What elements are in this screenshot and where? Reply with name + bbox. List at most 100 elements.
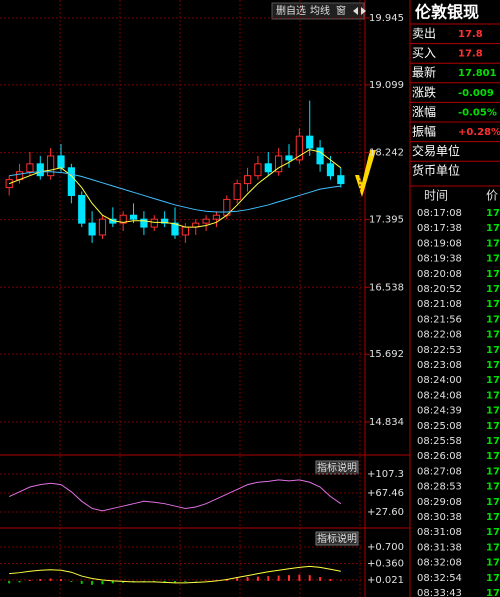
tick-time: 08:32:08 [417, 558, 462, 569]
indicator-line [9, 565, 341, 584]
tick-time: 08:24:08 [417, 390, 462, 401]
tick-price: 17.8 [486, 406, 500, 417]
tick-price: 17.8 [486, 375, 500, 386]
tick-price: 17.8 [486, 238, 500, 249]
tick-price: 17.8 [486, 299, 500, 310]
candle-body [88, 222, 96, 236]
tick-time: 08:31:08 [417, 527, 462, 538]
quote-label: 振幅 [412, 124, 436, 139]
tick-price: 17.8 [486, 512, 500, 523]
tick-time: 08:20:08 [417, 269, 462, 280]
candle-body [171, 222, 179, 236]
indicator-button-label[interactable]: 指标说明 [317, 532, 357, 545]
quote-label: 涨跌 [412, 84, 436, 99]
quote-value: +0.28% [458, 127, 500, 138]
toolbar-button[interactable]: 删自选 [276, 4, 306, 17]
tick-time: 08:31:38 [417, 542, 462, 553]
list-header: 时间 [424, 189, 448, 203]
tick-price: 17.8 [486, 588, 500, 597]
tick-time: 08:22:08 [417, 330, 462, 341]
quote-label: 卖出 [412, 27, 436, 41]
y-tick-label: 19.099 [369, 80, 404, 91]
tick-price: 17.8 [486, 269, 500, 280]
tick-price: 17.8 [486, 314, 500, 325]
tick-time: 08:25:58 [417, 436, 462, 447]
tick-price: 17.8 [486, 360, 500, 371]
indicator-line [8, 479, 342, 512]
quote-label: 交易单位 [412, 143, 460, 158]
tick-price: 17.8 [486, 284, 500, 295]
y-tick-label: 19.945 [369, 13, 404, 24]
tick-price: 17.8 [486, 542, 500, 553]
quote-value: -0.009 [458, 88, 494, 99]
candle-body [316, 147, 324, 165]
candle-body [98, 218, 107, 236]
toolbar-button[interactable]: 窗 [336, 4, 346, 17]
tick-time: 08:19:08 [417, 238, 462, 249]
tick-price: 17.8 [486, 254, 500, 265]
candle-body [202, 218, 210, 224]
tick-time: 08:19:38 [417, 254, 462, 265]
tick-time: 08:27:08 [417, 466, 462, 477]
candle-body [306, 135, 314, 149]
tick-price: 17.8 [486, 573, 500, 584]
tick-price: 17.8 [486, 497, 500, 508]
tick-time: 08:23:08 [417, 360, 462, 371]
candle-body [337, 175, 345, 185]
tick-price: 17.8 [486, 421, 500, 432]
tick-price: 17.8 [486, 558, 500, 569]
moving-average [9, 149, 342, 228]
quote-label: 买入 [412, 46, 436, 60]
tick-time: 08:26:08 [417, 451, 462, 462]
tick-time: 08:24:00 [417, 375, 462, 386]
candle-body [47, 155, 55, 177]
tick-price: 17.8 [486, 436, 500, 447]
y-tick-label: +27.60 [367, 507, 404, 518]
candle-body [5, 179, 13, 189]
indicator-button-label[interactable]: 指标说明 [317, 461, 357, 474]
candle-body [36, 163, 44, 177]
toolbar-button[interactable]: 均线 [310, 4, 330, 17]
list-header: 价 [486, 189, 498, 203]
tick-time: 08:20:52 [417, 284, 462, 295]
tick-time: 08:17:38 [417, 223, 462, 234]
candle-body [150, 218, 158, 228]
y-tick-label: +0.700 [367, 542, 404, 553]
quote-label: 涨幅 [412, 104, 436, 119]
tick-time: 08:17:08 [417, 208, 462, 219]
candle-body [295, 135, 303, 161]
tick-time: 08:21:56 [417, 314, 462, 325]
tick-time: 08:28:53 [417, 482, 462, 493]
tick-time: 08:32:54 [417, 573, 462, 584]
candle-body [326, 163, 335, 177]
tick-time: 08:29:08 [417, 497, 462, 508]
candle-body [26, 163, 34, 173]
tick-price: 17.8 [486, 527, 500, 538]
indicator-button[interactable] [315, 531, 359, 546]
quote-label: 货币单位 [412, 163, 460, 178]
y-tick-label: 17.395 [369, 215, 404, 226]
candle-body [140, 218, 148, 228]
tick-price: 17.8 [486, 208, 500, 219]
candle-body [275, 155, 283, 173]
y-tick-label: +67.46 [367, 488, 404, 499]
tick-price: 17.8 [486, 345, 500, 356]
y-tick-label: +0.021 [367, 575, 404, 586]
candle-body [161, 218, 169, 224]
tick-price: 17.8 [486, 466, 500, 477]
tick-time: 08:33:43 [417, 588, 462, 597]
y-tick-label: 14.834 [369, 417, 404, 428]
tick-time: 08:25:08 [417, 421, 462, 432]
y-tick-label: +0.360 [367, 558, 404, 569]
candle-body [243, 175, 252, 185]
candle-body [233, 183, 241, 200]
y-tick-label: 15.692 [369, 349, 404, 360]
nav-arrows[interactable] [353, 7, 366, 15]
candle-body [57, 155, 65, 169]
y-tick-label: +107.3 [367, 469, 404, 480]
candle-body [264, 163, 272, 173]
moving-average [9, 171, 341, 213]
candle-body [212, 214, 221, 220]
candle-body [78, 194, 86, 224]
